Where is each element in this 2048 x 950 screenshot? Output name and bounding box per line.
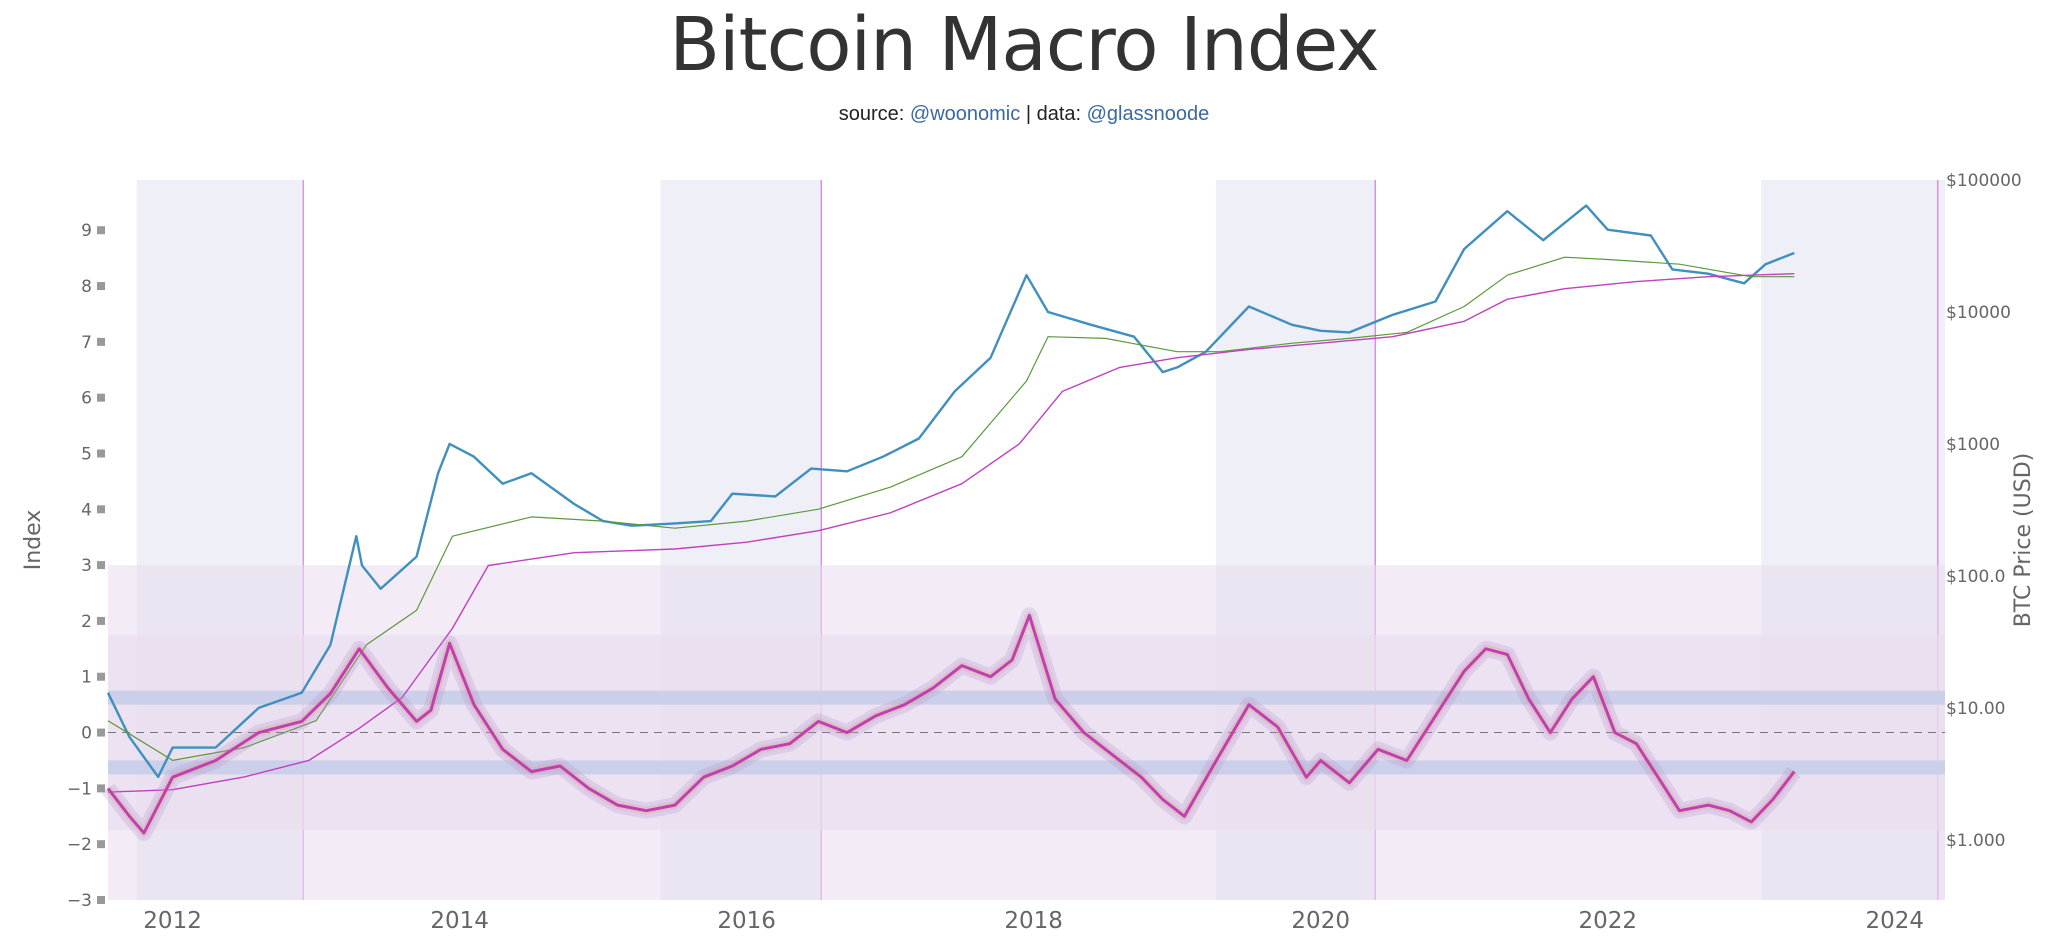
x-tick: 2022 [1578, 908, 1637, 934]
y-right-label: BTC Price (USD) [2011, 453, 2036, 627]
y-left-tick-mark [97, 672, 105, 681]
y-right-tick: $1000 [1946, 435, 2000, 455]
source-prefix: source: [838, 103, 905, 125]
data-link[interactable]: @glassnoode [1086, 103, 1210, 125]
y-left-tick-mark [97, 282, 105, 291]
data-prefix: data: [1036, 103, 1082, 125]
x-tick: 2018 [1004, 908, 1063, 934]
y-right-tick: $100000 [1946, 171, 2022, 191]
y-left-tick: 5 [81, 444, 92, 464]
x-tick: 2012 [143, 908, 202, 934]
y-right-tick: $1.000 [1946, 831, 2005, 851]
series-btc-price [106, 204, 1795, 779]
y-left-label: Index [21, 510, 46, 571]
zone-upper-line [108, 690, 1945, 705]
y-left-tick-mark [97, 728, 105, 737]
series-purple-ma [107, 273, 1795, 793]
y-left-tick-mark [97, 505, 105, 514]
y-left-tick: 4 [81, 500, 92, 520]
separator: | [1025, 103, 1032, 125]
y-left-tick: −2 [67, 835, 92, 855]
zone-lower-line [108, 760, 1945, 775]
y-left-tick: 3 [81, 556, 92, 576]
y-right-tick: $10000 [1946, 303, 2011, 323]
x-tick: 2014 [430, 908, 489, 934]
x-tick: 2024 [1865, 908, 1924, 934]
y-left-tick-mark [97, 226, 105, 235]
y-left-tick: 9 [81, 221, 92, 241]
series-macro-index [106, 613, 1796, 835]
y-left-tick-mark [97, 896, 105, 904]
y-left-tick-mark [97, 840, 105, 849]
y-left-tick: 0 [81, 724, 92, 744]
y-left-tick: 6 [81, 389, 92, 409]
y-right-tick: $10.00 [1946, 699, 2005, 719]
x-tick: 2020 [1291, 908, 1350, 934]
y-left-tick-mark [97, 784, 105, 793]
source-link[interactable]: @woonomic [909, 103, 1021, 125]
y-left-tick-mark [97, 393, 105, 402]
chart-subtitle: source: @woonomic | data: @glassnoode [0, 103, 2048, 126]
y-left-tick-mark [97, 561, 105, 570]
y-left-tick-mark [97, 616, 105, 625]
y-left-tick: 2 [81, 612, 92, 632]
y-left-tick: −3 [67, 891, 92, 911]
y-left-tick: −1 [67, 779, 92, 799]
series-green-ma [107, 256, 1795, 761]
y-right-tick: $100.0 [1946, 567, 2005, 587]
chart-title: Bitcoin Macro Index [669, 2, 1379, 88]
y-left-tick-mark [97, 449, 105, 458]
y-left-tick: 7 [81, 333, 92, 353]
y-left-tick: 8 [81, 277, 92, 297]
x-tick: 2016 [717, 908, 776, 934]
y-left-tick: 1 [81, 668, 92, 688]
y-left-tick-mark [97, 337, 105, 346]
